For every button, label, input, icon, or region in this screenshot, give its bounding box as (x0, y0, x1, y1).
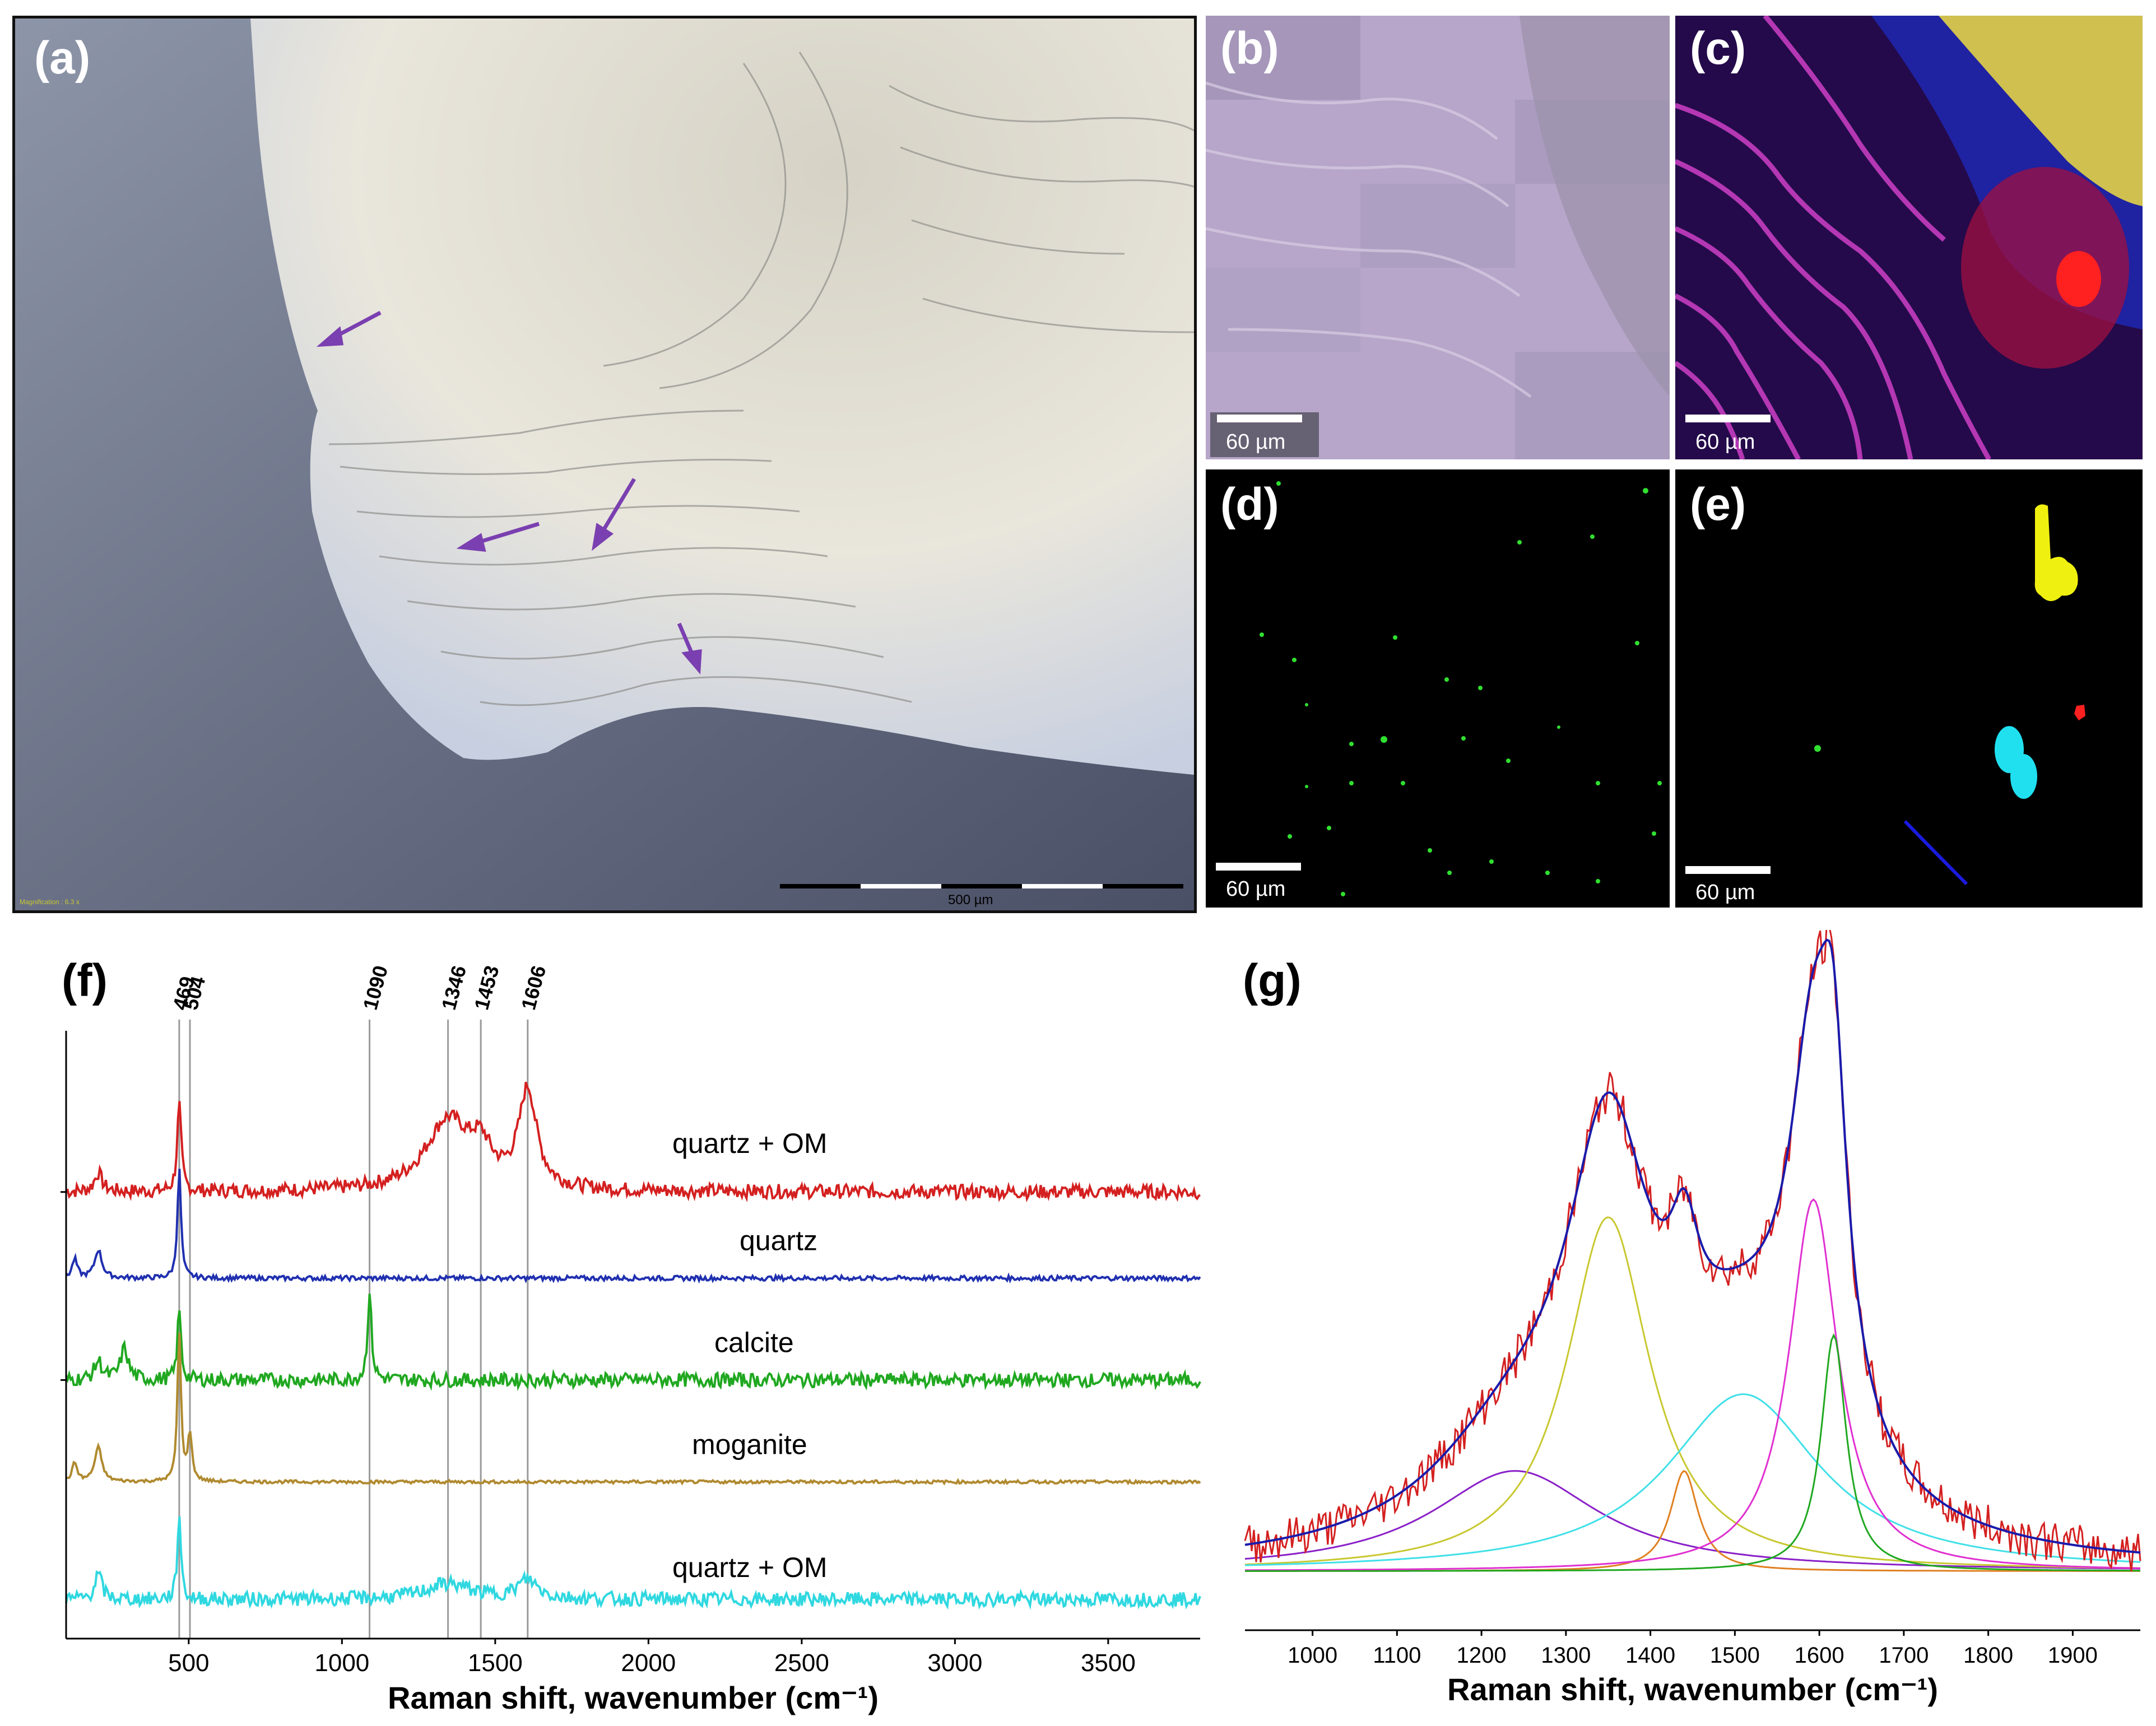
x-tick-label-2500: 2500 (774, 1649, 829, 1677)
x-tick-label-1000: 1000 (1288, 1643, 1337, 1668)
panel-b-optical-image: (b) 60 µm (1206, 16, 1670, 459)
series-label-1: quartz (740, 1225, 817, 1257)
panel-g-label: (g) (1243, 955, 1302, 1006)
magnification-text: Magnification : 6.3 x (20, 898, 80, 906)
scale-bar-b-text: 60 µm (1226, 430, 1286, 454)
reference-label-1606: 1606 (517, 963, 550, 1012)
reference-label-1453: 1453 (470, 963, 503, 1012)
x-tick-label-3000: 3000 (927, 1649, 982, 1677)
yellow-cluster (2034, 504, 2078, 601)
scale-bar-d-text: 60 µm (1226, 877, 1286, 901)
x-tick-label-1600: 1600 (1795, 1643, 1844, 1668)
component-D1 (1244, 1216, 2140, 1569)
panel-e-map: (e) 60 µm (1675, 469, 2143, 908)
x-tick-label-1700: 1700 (1879, 1643, 1929, 1668)
raman-composite-map (1675, 16, 2143, 459)
x-tick-label-3500: 3500 (1081, 1649, 1136, 1677)
x-tick-label-1100: 1100 (1373, 1643, 1421, 1668)
blue-streak (1903, 820, 1968, 886)
x-tick-label-1400: 1400 (1625, 1643, 1675, 1668)
x-tick-label-2000: 2000 (621, 1649, 676, 1677)
component-D3 (1244, 1393, 2141, 1566)
scale-bar-b (1217, 415, 1302, 422)
phase-cluster-map (1814, 504, 2085, 886)
series-label-3: moganite (692, 1429, 807, 1460)
series-line-3 (66, 1333, 1201, 1486)
panel-b-label: (b) (1220, 23, 1279, 74)
series-line-1 (65, 1169, 1201, 1284)
growth-bands (328, 52, 1194, 706)
series-line-0 (65, 1082, 1201, 1203)
series-label-4: quartz + OM (672, 1552, 828, 1583)
scale-bar-e (1685, 866, 1771, 874)
peak-deconvolution-chart: 1000 1100 1200 1300 1400 1500 1600 1700 1800 1900… (1244, 930, 2141, 1707)
x-axis-label: Raman shift, wavenumber (cm⁻¹) (1447, 1672, 1938, 1707)
scale-bar-a (780, 884, 1183, 888)
scale-bar-a-text: 500 µm (948, 892, 993, 908)
arrows (316, 310, 702, 674)
measured-spectrum (1244, 930, 2141, 1572)
scale-bar-d (1216, 863, 1301, 871)
x-tick-label-1900: 1900 (2048, 1643, 2098, 1668)
green-point (1814, 745, 1821, 752)
component-G (1245, 1198, 2141, 1571)
panel-d-label: (d) (1220, 479, 1279, 530)
panel-c-label: (c) (1690, 23, 1746, 74)
scale-bar-c-text: 60 µm (1695, 430, 1755, 454)
series-label-2: calcite (714, 1327, 794, 1358)
x-tick-label-1500: 1500 (1710, 1643, 1760, 1668)
panel-c-raman-map: (c) 60 µm (1675, 16, 2143, 459)
cyan-cluster-2 (2010, 754, 2037, 799)
x-tick-label-1000: 1000 (314, 1649, 369, 1677)
x-tick-label-1800: 1800 (1963, 1643, 2013, 1668)
green-point-map (1260, 481, 1662, 896)
series-line-4 (65, 1516, 1201, 1610)
panel-a-label: (a) (34, 32, 91, 83)
scale-bar-e-text: 60 µm (1695, 881, 1755, 904)
panel-f-label: (f) (62, 955, 108, 1006)
optical-mosaic (1206, 16, 1670, 459)
series-line-2 (65, 1294, 1201, 1392)
x-tick-label-1500: 1500 (468, 1649, 523, 1677)
component-D5 (1245, 1469, 2140, 1572)
reference-label-1090: 1090 (359, 963, 392, 1012)
fit-envelope (1244, 938, 2141, 1554)
component-D4 (1244, 1470, 2140, 1570)
panel-d-map: (d) 60 µm (1206, 469, 1670, 908)
agate-micrograph (15, 18, 1194, 910)
x-tick-label-500: 500 (168, 1649, 209, 1677)
x-axis-label: Raman shift, wavenumber (cm⁻¹) (388, 1680, 879, 1715)
series-label-0: quartz + OM (672, 1128, 828, 1159)
x-tick-label-1300: 1300 (1541, 1643, 1591, 1668)
panel-a-micrograph: (a) 500 µm Magnification : 6.3 x (12, 16, 1197, 913)
agate-band-region (250, 18, 1194, 775)
panel-e-label: (e) (1690, 479, 1746, 530)
x-tick-label-1200: 1200 (1457, 1643, 1507, 1668)
reference-label-1346: 1346 (437, 963, 471, 1012)
component-D2 (1245, 1333, 2141, 1572)
scale-bar-c (1685, 415, 1771, 422)
red-cluster (2074, 705, 2085, 720)
